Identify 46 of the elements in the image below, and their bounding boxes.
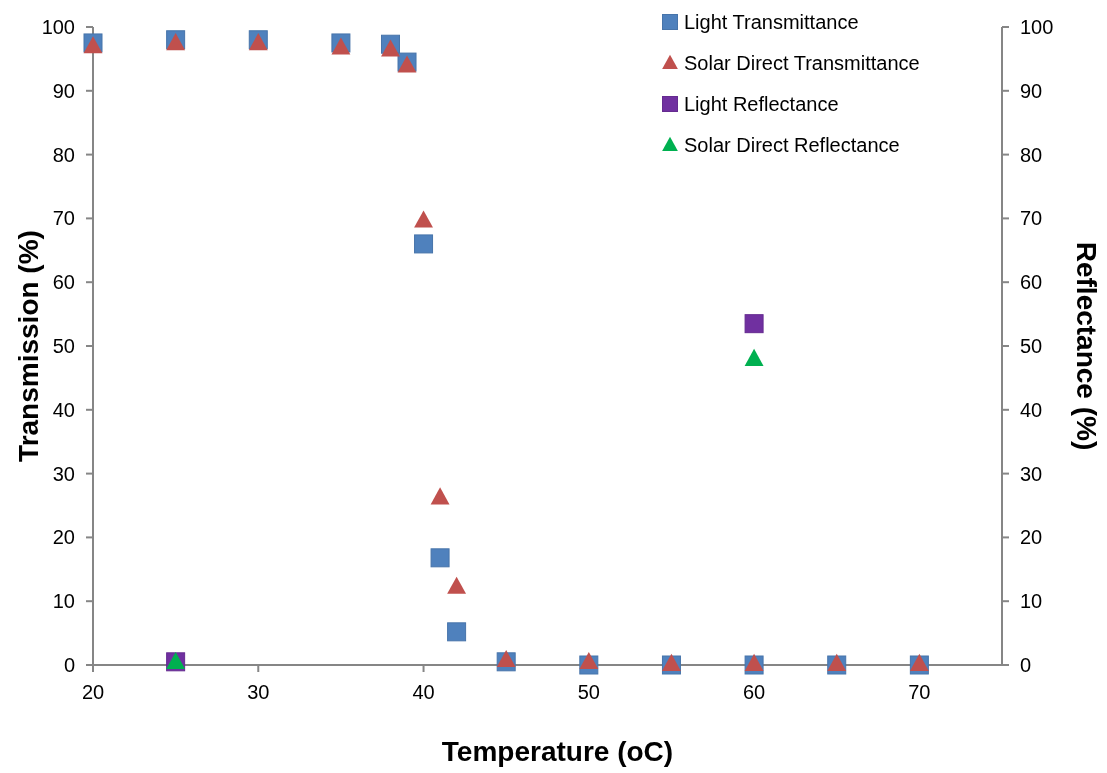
point — [414, 210, 433, 228]
x-tick-label: 60 — [742, 681, 766, 703]
point — [430, 487, 450, 505]
point — [744, 348, 764, 366]
point — [579, 651, 599, 670]
y-tick-label: 60 — [52, 271, 75, 294]
y-tick-label: 0 — [63, 654, 75, 676]
y2-tick-label: 40 — [1020, 398, 1043, 421]
y-tick-label: 70 — [52, 207, 75, 230]
y-tick-label: 90 — [52, 79, 75, 102]
y2-tick-label: 70 — [1020, 207, 1043, 230]
x-tick-label: 20 — [81, 681, 105, 703]
y-tick-label: 80 — [52, 143, 75, 166]
x-axis-title: Temperature (oC) — [441, 736, 674, 767]
y-tick-label: 50 — [52, 335, 75, 357]
y-tick-label: 100 — [41, 16, 75, 38]
x-tick-label: 40 — [412, 681, 435, 703]
point — [414, 234, 434, 254]
y-tick-label: 10 — [52, 590, 75, 613]
point — [447, 576, 467, 594]
y2-tick-label: 90 — [1020, 79, 1043, 102]
y2-tick-label: 0 — [1020, 654, 1032, 676]
x-tick-label: 50 — [577, 681, 600, 703]
y2-tick-label: 80 — [1020, 143, 1043, 166]
y-tick-label: 20 — [52, 526, 75, 549]
y-tick-label: 30 — [52, 462, 75, 485]
y2-tick-label: 60 — [1020, 271, 1043, 294]
x-tick-label: 70 — [908, 681, 931, 703]
legend-label: Light Transmittance — [684, 11, 859, 33]
point — [381, 39, 400, 57]
y2-tick-label: 50 — [1020, 335, 1043, 357]
y2-tick-label: 10 — [1020, 590, 1043, 613]
y-tick-label: 40 — [52, 398, 75, 421]
point — [496, 650, 516, 668]
point — [447, 622, 467, 642]
y2-axis-title: Reflectance (%) — [1071, 241, 1102, 451]
legend-label: Light Reflectance — [684, 93, 839, 115]
y2-tick-label: 20 — [1020, 526, 1043, 549]
y-axis-title: Transmission (%) — [13, 230, 44, 462]
legend-label: Solar Direct Transmittance — [684, 52, 920, 74]
point — [744, 314, 764, 334]
y2-tick-label: 30 — [1020, 462, 1043, 485]
y2-tick-label: 100 — [1020, 16, 1054, 38]
point — [430, 548, 450, 568]
x-tick-label: 30 — [247, 681, 270, 703]
legend-label: Solar Direct Reflectance — [684, 134, 900, 156]
